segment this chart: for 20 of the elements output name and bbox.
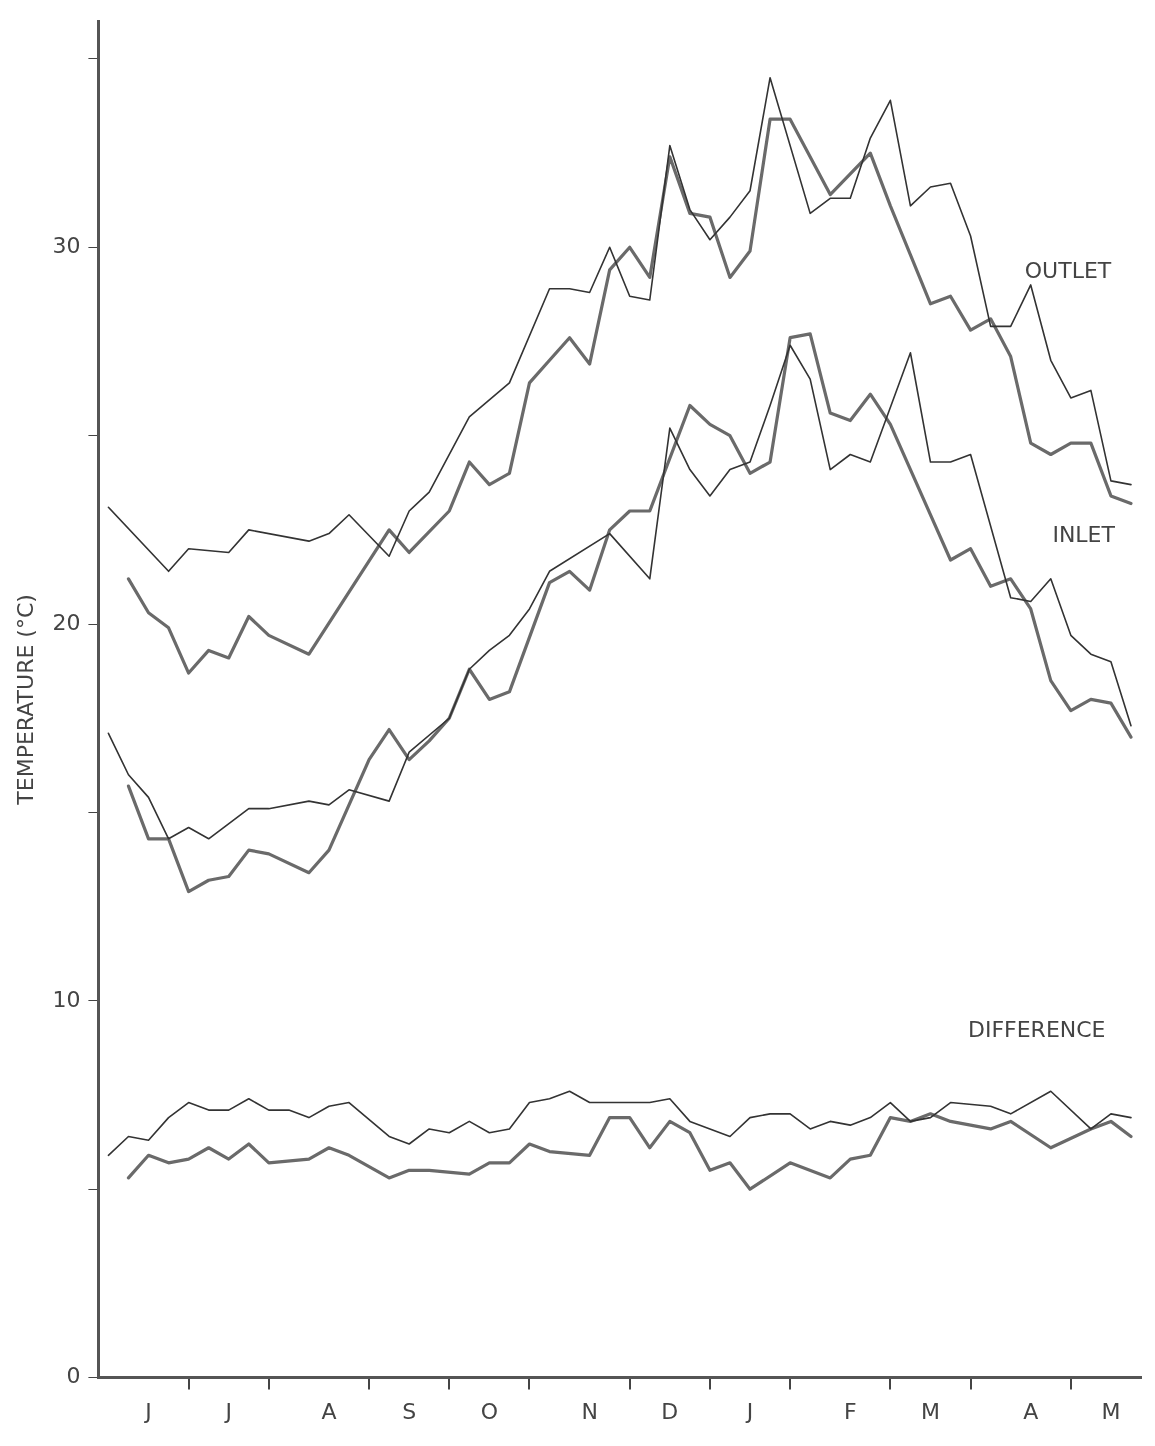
x-tick-label: N xyxy=(581,1398,598,1424)
annotation: INLET xyxy=(1052,522,1116,548)
x-tick-label: J xyxy=(223,1398,232,1424)
x-tick-label: D xyxy=(661,1398,679,1424)
x-tick-label: J xyxy=(744,1398,754,1424)
annotation: DIFFERENCE xyxy=(967,1017,1106,1043)
y-tick-label: 0 xyxy=(66,1363,81,1389)
y-tick-label: 20 xyxy=(52,609,81,635)
y-tick-label: 10 xyxy=(52,986,81,1012)
x-tick-label: A xyxy=(321,1398,337,1424)
y-tick-label: 30 xyxy=(52,232,81,258)
x-tick-label: S xyxy=(402,1398,417,1424)
x-tick-label: M xyxy=(920,1398,940,1424)
x-tick-label: F xyxy=(843,1398,857,1424)
annotation: OUTLET xyxy=(1024,257,1112,283)
x-tick-label: M xyxy=(1101,1398,1121,1424)
x-tick-label: O xyxy=(480,1398,499,1424)
y-axis-title: TEMPERATURE (°C) xyxy=(12,594,38,806)
x-tick-label: J xyxy=(143,1398,152,1424)
x-tick-label: A xyxy=(1023,1398,1039,1424)
